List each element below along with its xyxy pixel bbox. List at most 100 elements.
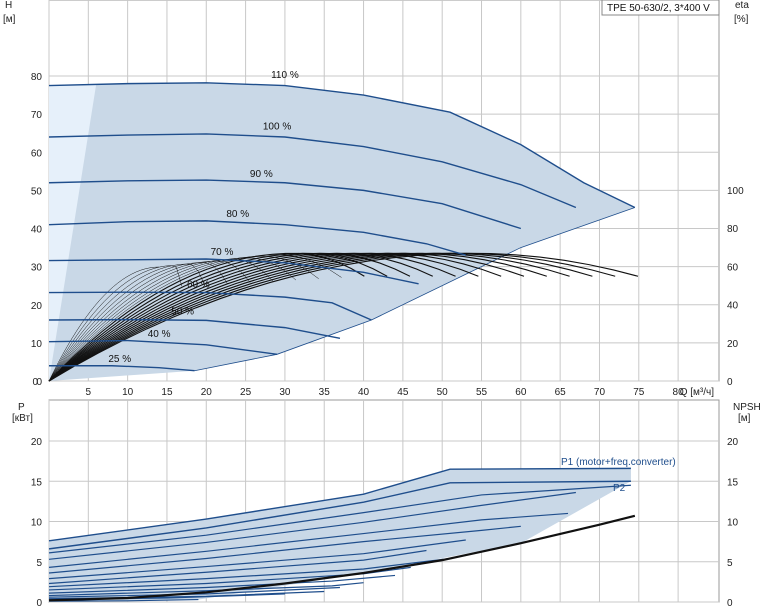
power-curve [48, 582, 364, 597]
eta-tick-label: 60 [727, 262, 739, 273]
p2-label: P2 [613, 483, 626, 494]
npsh-axis-label: NPSH [733, 402, 761, 413]
title-box-text: TPE 50-630/2, 3*400 V [607, 3, 710, 14]
curve-label: 40 % [148, 329, 171, 340]
title-box: TPE 50-630/2, 3*400 V [601, 0, 720, 16]
power-curve [48, 557, 451, 588]
y-tick-label: 10 [31, 339, 43, 350]
power-curve [48, 484, 631, 554]
power-curve [48, 512, 569, 568]
npsh-tick-label: 20 [727, 437, 739, 448]
x-tick-label: 10 [122, 387, 134, 398]
efficiency-curve [48, 252, 639, 382]
low-flow-region [49, 84, 97, 381]
y-tick-label: 0 [32, 377, 38, 388]
power-curve [48, 480, 631, 550]
npsh-tick-label: 5 [727, 558, 733, 569]
p-axis-label: P [18, 402, 25, 413]
eta-tick-label: 100 [727, 186, 744, 197]
curve-label: 50 % [171, 306, 194, 317]
power-curve [48, 586, 340, 598]
power-curve [48, 539, 466, 580]
power-curve [48, 467, 631, 542]
npsh-axis-unit: [м] [738, 413, 751, 424]
efficiency-curve [48, 266, 160, 382]
eta-axis-unit: [%] [734, 14, 749, 25]
head-curve [48, 318, 341, 339]
x-tick-label: 80 [673, 387, 685, 398]
x-axis-label: Q [м³/ч] [680, 387, 715, 398]
eta-tick-label: 20 [727, 339, 739, 350]
power-region [49, 468, 631, 602]
p-tick-label: 10 [31, 518, 43, 529]
efficiency-curve [48, 252, 547, 382]
x-tick-label: 20 [201, 387, 213, 398]
y-tick-label: 50 [31, 186, 43, 197]
p-tick-label: 5 [36, 558, 42, 569]
x-tick-label: 5 [86, 387, 92, 398]
curve-label: 25 % [108, 354, 131, 365]
x-tick-label: 35 [319, 387, 331, 398]
y-tick-label: 20 [31, 301, 43, 312]
y-axis-unit: [м] [3, 14, 16, 25]
head-curve [48, 258, 419, 285]
efficiency-curve [48, 252, 616, 382]
x-tick-label: 30 [279, 387, 291, 398]
power-curve [48, 549, 427, 585]
curve-label: 110 % [271, 70, 299, 81]
p-tick-label: 0 [36, 598, 42, 609]
y-tick-label: 80 [31, 72, 43, 83]
title-box-frame [601, 0, 720, 16]
curve-label: 90 % [250, 169, 273, 180]
npsh-tick-label: 0 [727, 598, 733, 609]
x-tick-label: 25 [240, 387, 252, 398]
x-tick-label: 40 [358, 387, 370, 398]
curve-label: 80 % [226, 209, 249, 220]
efficiency-curves [48, 252, 639, 382]
head-chart-panel: 110 % 100 % 90 % 80 % 70 % 60 % 50 % 40 % 25 % 0 1… [3, 0, 749, 398]
p-tick-label: 20 [31, 437, 43, 448]
power-curve [48, 525, 521, 574]
head-curve [49, 365, 195, 372]
efficiency-curve [48, 257, 297, 382]
npsh-curve [48, 514, 636, 602]
x-tick-label: 75 [633, 387, 645, 398]
y-tick-label: 70 [31, 110, 43, 121]
power-chart-panel: P1 (motor+freq.converter)P20510152005101… [12, 399, 761, 609]
head-curve [48, 291, 372, 321]
x-tick-label: 65 [555, 387, 567, 398]
y-tick-label: 0 [36, 377, 42, 388]
x-tick-label: 45 [397, 387, 409, 398]
efficiency-curve [48, 254, 342, 382]
p-tick-label: 15 [31, 477, 43, 488]
curve-label: 100 % [263, 121, 291, 132]
efficiency-curve [48, 252, 593, 382]
x-tick-label: 15 [161, 387, 173, 398]
y-tick-label: 60 [31, 148, 43, 159]
eta-tick-label: 80 [727, 224, 739, 235]
head-curve [48, 339, 278, 356]
x-tick-label: 55 [476, 387, 488, 398]
eta-tick-label: 40 [727, 301, 739, 312]
efficiency-curve [48, 252, 525, 382]
eta-axis-label: eta [735, 0, 749, 11]
power-curve [48, 598, 199, 602]
p-axis-unit: [кВт] [12, 413, 33, 424]
efficiency-curve [48, 252, 502, 382]
efficiency-curve [48, 265, 183, 382]
p1-label: P1 (motor+freq.converter) [561, 457, 676, 468]
npsh-tick-label: 10 [727, 518, 739, 529]
npsh-tick-label: 15 [727, 477, 739, 488]
x-tick-label: 70 [594, 387, 606, 398]
head-curve [48, 133, 577, 209]
head-curve [48, 82, 636, 209]
curve-label: 60 % [187, 280, 210, 291]
eta-tick-label: 0 [727, 377, 733, 388]
power-curve [48, 491, 576, 560]
power-curve [48, 566, 411, 591]
x-tick-label: 50 [437, 387, 449, 398]
y-tick-label: 40 [31, 225, 43, 236]
y-tick-label: 30 [31, 263, 43, 274]
y-axis-label: H [5, 0, 12, 11]
